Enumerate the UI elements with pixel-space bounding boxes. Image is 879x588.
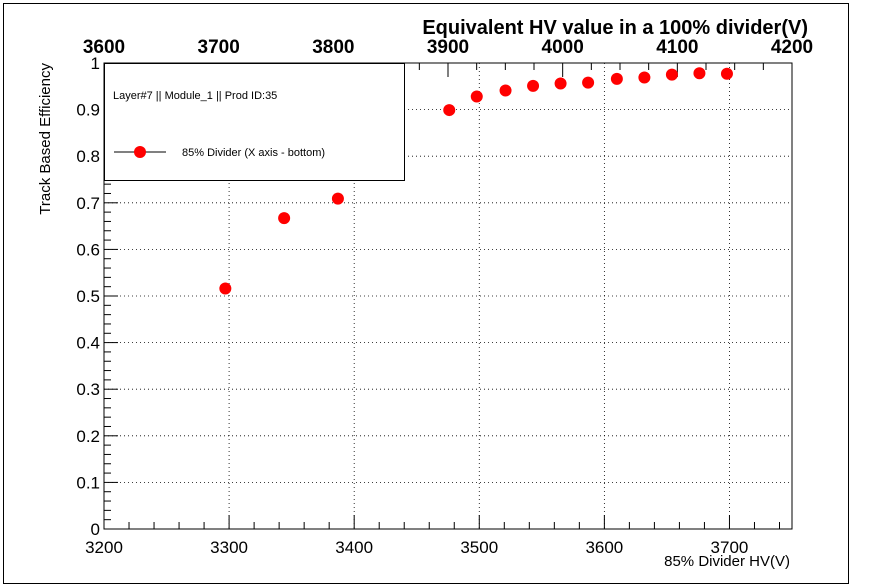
x-tick-label: 3600 xyxy=(585,538,623,557)
data-point xyxy=(499,84,512,97)
data-point xyxy=(720,67,733,80)
data-point xyxy=(527,79,540,92)
x-tick-label: 3300 xyxy=(210,538,248,557)
y-tick-label: 0.5 xyxy=(76,287,100,306)
x2-tick-label: 3800 xyxy=(312,37,354,58)
y-tick-label: 0.2 xyxy=(76,427,100,446)
data-points xyxy=(219,67,733,295)
data-point xyxy=(693,67,706,80)
x2-tick-label: 3900 xyxy=(427,37,469,58)
data-point xyxy=(638,71,651,84)
x2-tick-label: 4000 xyxy=(542,37,584,58)
x-tick-label: 3400 xyxy=(335,538,373,557)
x-tick-label: 3700 xyxy=(711,538,749,557)
y-tick-label: 1 xyxy=(91,54,100,73)
data-point xyxy=(554,77,567,90)
data-point xyxy=(331,192,344,205)
axis-tick-labels: 3200 3300 3400 3500 3600 3700 3600 3700 3800 3900… xyxy=(76,37,813,557)
legend-header: Layer#7 || Module_1 || Prod ID:35 xyxy=(113,90,277,102)
x-tick-label: 3200 xyxy=(85,538,123,557)
legend-point-marker xyxy=(134,146,146,158)
x-axis-title: 85% Divider HV(V) xyxy=(664,553,790,570)
canvas-border xyxy=(3,3,849,584)
x2-tick-label: 3600 xyxy=(83,37,125,58)
y-tick-label: 0.6 xyxy=(76,240,100,259)
data-point xyxy=(665,68,678,81)
x2-tick-label: 3700 xyxy=(198,37,240,58)
y-tick-label: 0.1 xyxy=(76,473,100,492)
data-point xyxy=(219,282,232,295)
y-tick-label: 0 xyxy=(91,520,100,539)
legend-box xyxy=(104,63,405,181)
data-point xyxy=(278,212,291,225)
y-tick-label: 0.4 xyxy=(76,334,100,353)
y-axis-title: Track Based Efficiency xyxy=(37,63,54,215)
x2-tick-label: 4200 xyxy=(771,37,813,58)
grid xyxy=(104,63,792,529)
data-point xyxy=(443,104,456,117)
legend-entry-label: 85% Divider (X axis - bottom) xyxy=(182,147,325,159)
y-tick-label: 0.3 xyxy=(76,380,100,399)
y-tick-label: 0.9 xyxy=(76,101,100,120)
x-tick-label: 3500 xyxy=(460,538,498,557)
x2-tick-label: 4100 xyxy=(656,37,698,58)
data-point xyxy=(470,90,483,103)
legend: Layer#7 || Module_1 || Prod ID:35 85% Di… xyxy=(104,63,405,181)
top-axis-title: Equivalent HV value in a 100% divider(V) xyxy=(422,17,808,39)
y-tick-label: 0.7 xyxy=(76,194,100,213)
y-tick-label: 0.8 xyxy=(76,147,100,166)
data-point xyxy=(610,72,623,85)
data-point xyxy=(582,76,595,89)
